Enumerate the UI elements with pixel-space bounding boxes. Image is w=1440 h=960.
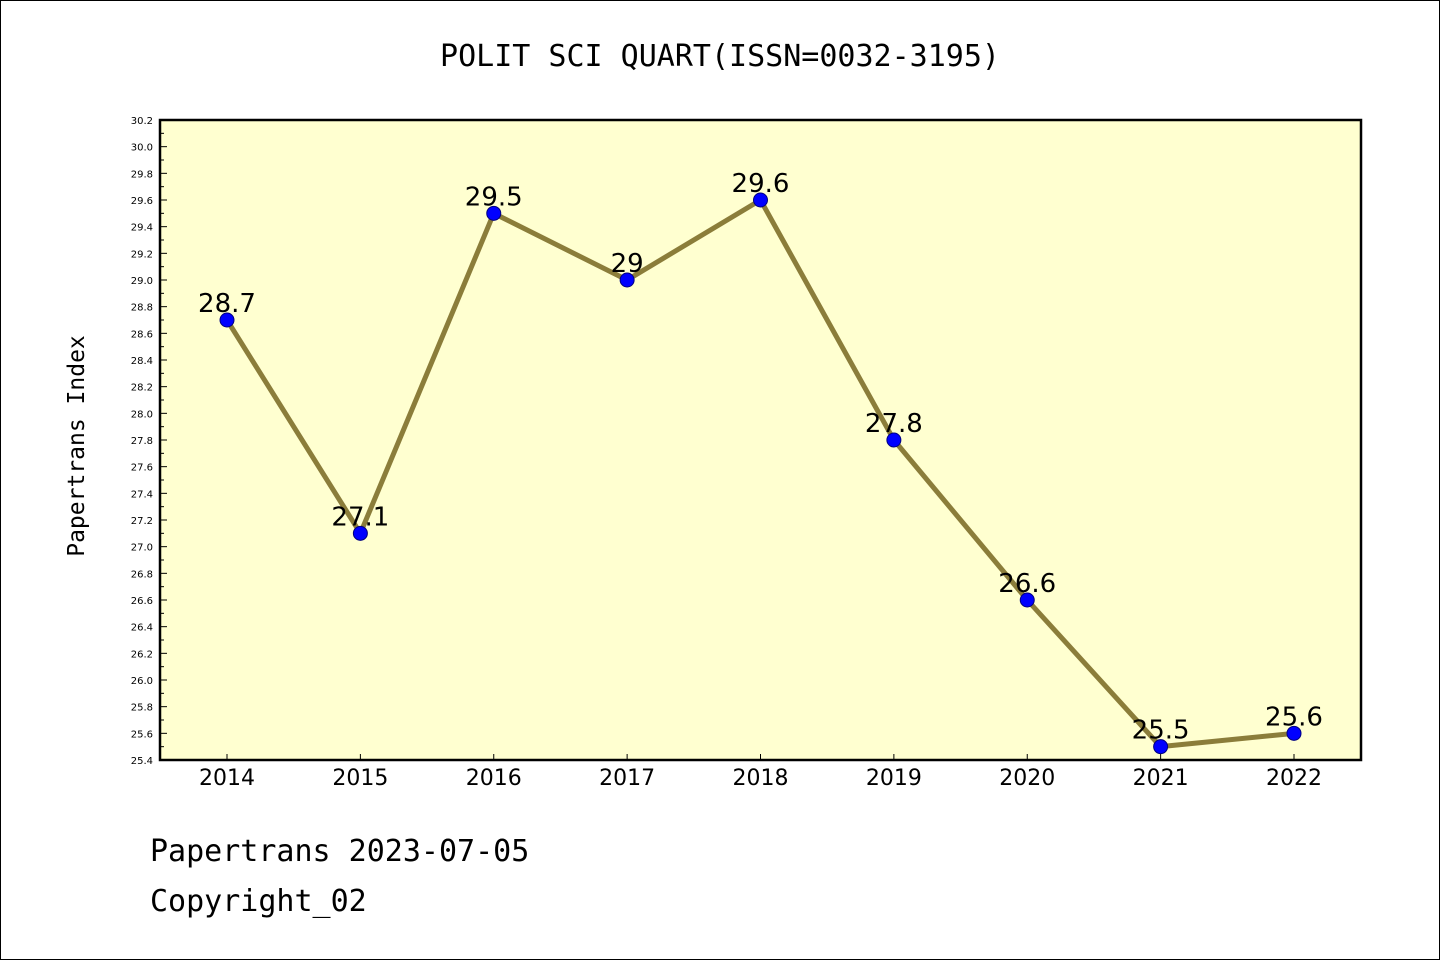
x-tick-label: 2015 bbox=[332, 766, 388, 791]
y-tick-label: 27.6 bbox=[131, 463, 153, 474]
x-tick-label: 2017 bbox=[599, 766, 655, 791]
x-tick-label: 2016 bbox=[466, 766, 522, 791]
plot-border bbox=[158, 118, 1363, 762]
y-tick-label: 29.6 bbox=[131, 196, 153, 207]
data-point bbox=[1286, 725, 1302, 741]
data-label: 26.6 bbox=[998, 569, 1056, 599]
data-label: 29.6 bbox=[732, 169, 790, 199]
x-tick-label: 2021 bbox=[1133, 766, 1189, 791]
data-point bbox=[619, 272, 635, 288]
y-tick-label: 25.6 bbox=[131, 729, 153, 740]
data-label: 25.5 bbox=[1132, 716, 1190, 746]
data-points bbox=[219, 192, 1302, 755]
data-point bbox=[753, 192, 768, 208]
footer-date: Papertrans 2023-07-05 bbox=[150, 834, 530, 869]
y-tick-label: 29.4 bbox=[131, 223, 153, 234]
y-tick-label: 26.8 bbox=[131, 569, 153, 580]
y-axis-label: Papertrans Index bbox=[64, 335, 90, 557]
y-tick-label: 30.2 bbox=[131, 116, 153, 127]
y-tick-label: 26.4 bbox=[131, 623, 153, 634]
data-label: 27.8 bbox=[865, 409, 923, 439]
y-tick-label: 25.4 bbox=[131, 756, 153, 767]
data-point bbox=[886, 432, 902, 448]
y-tick-label: 29.8 bbox=[131, 169, 153, 180]
data-label: 25.6 bbox=[1265, 702, 1323, 732]
data-point bbox=[1153, 739, 1169, 755]
y-axis-ticks: 25.4 25.6 25.8 26.0 26.2 26.4 26.6 26.8 27.0 27.2… bbox=[131, 116, 167, 767]
data-label: 29 bbox=[611, 249, 644, 279]
y-tick-label: 26.2 bbox=[131, 649, 153, 660]
data-point bbox=[1019, 592, 1035, 608]
data-labels: 28.7 27.1 29.5 29 29.6 27.8 26.6 25.5 25.6 bbox=[198, 169, 1323, 746]
x-tick-label: 2019 bbox=[866, 766, 922, 791]
chart-title: POLIT SCI QUART(ISSN=0032-3195) bbox=[440, 39, 1000, 74]
y-tick-label: 26.6 bbox=[131, 596, 153, 607]
y-tick-label: 29.0 bbox=[131, 276, 153, 287]
data-label: 28.7 bbox=[198, 289, 256, 319]
y-tick-label: 27.4 bbox=[131, 489, 153, 500]
data-point bbox=[486, 205, 502, 221]
y-tick-label: 27.8 bbox=[131, 436, 153, 447]
x-axis-ticks: 2014 2015 2016 2017 2018 2019 2020 2021 2022 bbox=[199, 754, 1322, 791]
data-point bbox=[219, 312, 235, 328]
y-tick-label: 28.0 bbox=[131, 409, 153, 420]
x-tick-label: 2020 bbox=[999, 766, 1055, 791]
x-tick-label: 2022 bbox=[1266, 766, 1322, 791]
footer-copyright: Copyright_02 bbox=[150, 884, 367, 919]
y-tick-label: 25.8 bbox=[131, 703, 153, 714]
plot-area bbox=[160, 120, 1361, 760]
y-tick-label: 27.2 bbox=[131, 516, 153, 527]
y-tick-label: 28.4 bbox=[131, 356, 153, 367]
x-tick-label: 2014 bbox=[199, 766, 255, 791]
data-point bbox=[352, 525, 368, 541]
data-label: 29.5 bbox=[465, 182, 523, 212]
data-label: 27.1 bbox=[331, 502, 389, 532]
y-tick-label: 28.8 bbox=[131, 303, 153, 314]
y-tick-label: 28.2 bbox=[131, 383, 153, 394]
y-tick-label: 27.0 bbox=[131, 543, 153, 554]
y-tick-label: 26.0 bbox=[131, 676, 153, 687]
y-tick-label: 30.0 bbox=[131, 143, 153, 154]
x-tick-label: 2018 bbox=[733, 766, 789, 791]
y-tick-label: 29.2 bbox=[131, 249, 153, 260]
y-tick-label: 28.6 bbox=[131, 329, 153, 340]
